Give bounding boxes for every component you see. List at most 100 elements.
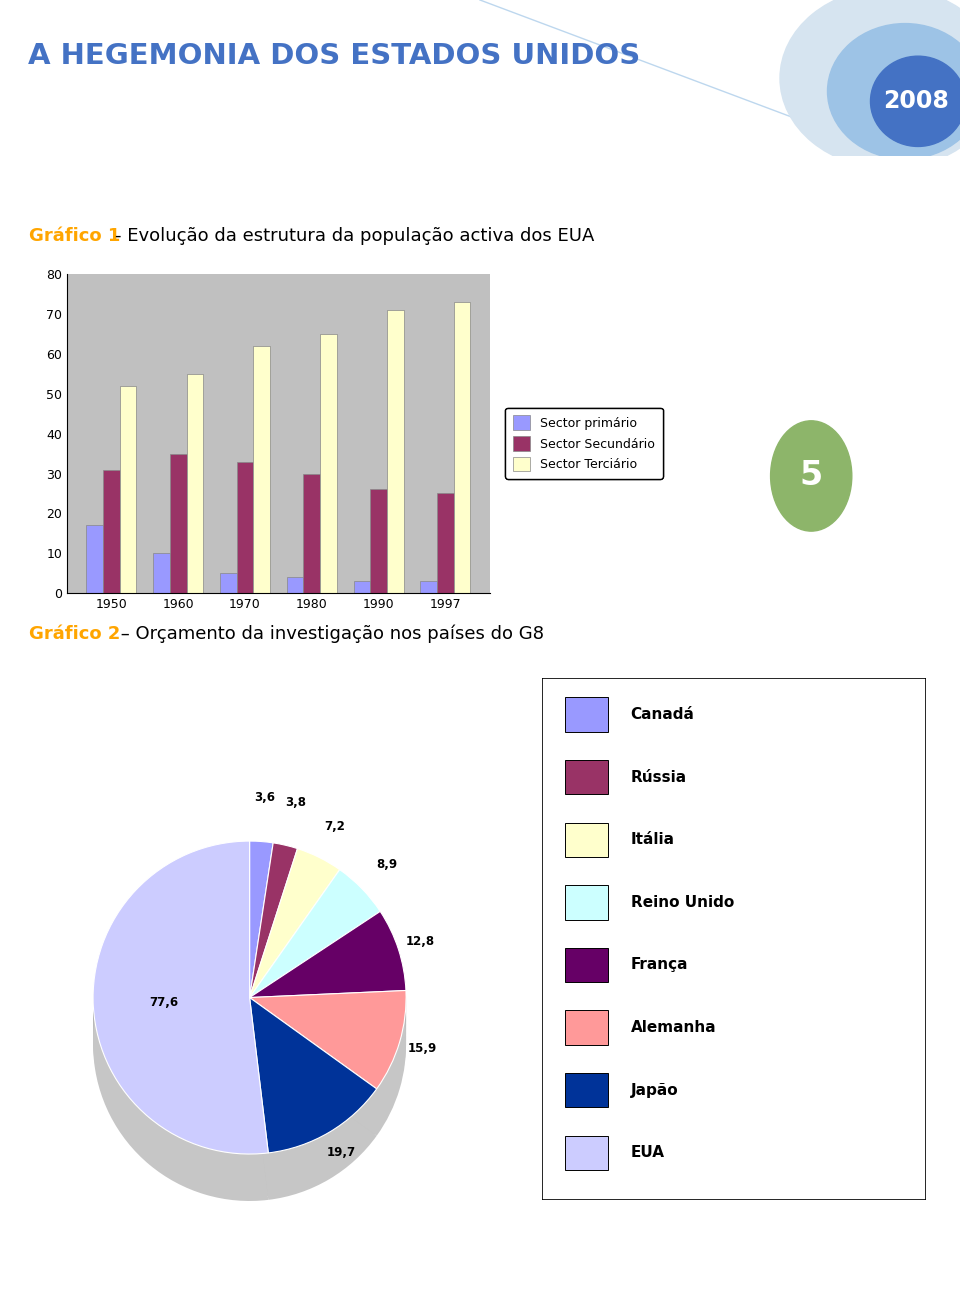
Wedge shape — [250, 905, 380, 1033]
Wedge shape — [250, 1034, 406, 1132]
Wedge shape — [250, 874, 298, 1029]
Bar — [253, 346, 270, 593]
Wedge shape — [250, 892, 340, 1041]
Wedge shape — [250, 958, 406, 1045]
Wedge shape — [250, 849, 340, 998]
Wedge shape — [250, 939, 406, 1025]
Wedge shape — [250, 1026, 406, 1124]
Wedge shape — [250, 1022, 406, 1120]
Wedge shape — [93, 861, 268, 1174]
Bar — [454, 301, 470, 593]
Text: 2008: 2008 — [883, 89, 948, 113]
Wedge shape — [250, 865, 340, 1013]
Wedge shape — [250, 1029, 376, 1184]
Wedge shape — [93, 865, 268, 1178]
Text: 77,6: 77,6 — [149, 996, 179, 1009]
Wedge shape — [93, 857, 268, 1170]
Circle shape — [771, 421, 852, 531]
Wedge shape — [250, 858, 298, 1013]
Wedge shape — [250, 868, 274, 1025]
Wedge shape — [93, 841, 268, 1154]
Text: 7,2: 7,2 — [324, 820, 346, 833]
Text: – Orçamento da investigação nos países do G8: – Orçamento da investigação nos países d… — [115, 625, 544, 643]
Bar — [420, 582, 437, 593]
Wedge shape — [250, 861, 340, 1009]
Wedge shape — [250, 857, 274, 1013]
Wedge shape — [250, 885, 298, 1041]
Wedge shape — [250, 998, 376, 1153]
Wedge shape — [250, 1007, 406, 1104]
Wedge shape — [93, 880, 268, 1193]
Wedge shape — [250, 951, 406, 1037]
Wedge shape — [250, 889, 380, 1017]
Wedge shape — [250, 1003, 406, 1101]
Wedge shape — [250, 1025, 376, 1180]
Wedge shape — [250, 999, 406, 1097]
Wedge shape — [250, 913, 380, 1041]
Wedge shape — [250, 917, 380, 1045]
Text: Itália: Itália — [631, 832, 675, 848]
Wedge shape — [250, 931, 406, 1017]
Bar — [353, 582, 371, 593]
Wedge shape — [250, 995, 406, 1093]
Wedge shape — [250, 1018, 406, 1116]
Wedge shape — [250, 943, 406, 1029]
Wedge shape — [250, 935, 406, 1021]
Wedge shape — [250, 861, 274, 1017]
Bar — [86, 526, 103, 593]
Wedge shape — [250, 857, 340, 1005]
Wedge shape — [93, 876, 268, 1189]
Wedge shape — [93, 884, 268, 1197]
Wedge shape — [250, 865, 274, 1021]
Wedge shape — [250, 893, 380, 1021]
Wedge shape — [250, 1011, 406, 1108]
Bar — [237, 462, 253, 593]
Wedge shape — [250, 870, 380, 998]
Wedge shape — [250, 1033, 376, 1188]
Wedge shape — [250, 1013, 376, 1168]
FancyBboxPatch shape — [565, 823, 608, 857]
Wedge shape — [250, 846, 298, 1001]
Wedge shape — [250, 854, 298, 1009]
Text: 15,9: 15,9 — [407, 1042, 437, 1055]
Bar — [303, 473, 320, 593]
Bar — [120, 386, 136, 593]
Bar — [387, 310, 403, 593]
FancyBboxPatch shape — [565, 948, 608, 982]
Wedge shape — [93, 853, 268, 1166]
Bar — [287, 578, 303, 593]
Wedge shape — [93, 845, 268, 1158]
Wedge shape — [250, 888, 340, 1037]
Wedge shape — [250, 955, 406, 1041]
Wedge shape — [250, 878, 298, 1033]
Wedge shape — [250, 1030, 406, 1128]
Wedge shape — [250, 909, 380, 1037]
Wedge shape — [250, 991, 406, 1089]
Wedge shape — [250, 1038, 406, 1136]
Bar — [437, 493, 454, 593]
Wedge shape — [250, 927, 406, 1013]
Wedge shape — [250, 896, 340, 1045]
Text: 8,9: 8,9 — [376, 858, 397, 871]
Wedge shape — [250, 882, 380, 1009]
Text: Canadá: Canadá — [631, 707, 695, 722]
Bar — [220, 574, 237, 593]
FancyBboxPatch shape — [542, 678, 926, 1200]
Wedge shape — [250, 880, 274, 1037]
Bar — [186, 374, 204, 593]
Wedge shape — [93, 872, 268, 1185]
FancyBboxPatch shape — [565, 1011, 608, 1045]
Wedge shape — [250, 870, 298, 1025]
Text: Reino Unido: Reino Unido — [631, 895, 734, 910]
Text: EUA: EUA — [631, 1145, 664, 1161]
Wedge shape — [250, 878, 380, 1005]
Wedge shape — [250, 853, 340, 1001]
Wedge shape — [250, 884, 340, 1033]
Wedge shape — [250, 1045, 376, 1200]
Wedge shape — [250, 885, 380, 1013]
Text: Alemanha: Alemanha — [631, 1020, 716, 1035]
Bar — [103, 469, 120, 593]
Text: 5: 5 — [800, 459, 823, 493]
Wedge shape — [250, 901, 380, 1029]
Text: - Evolução da estrutura da população activa dos EUA: - Evolução da estrutura da população act… — [115, 227, 595, 245]
